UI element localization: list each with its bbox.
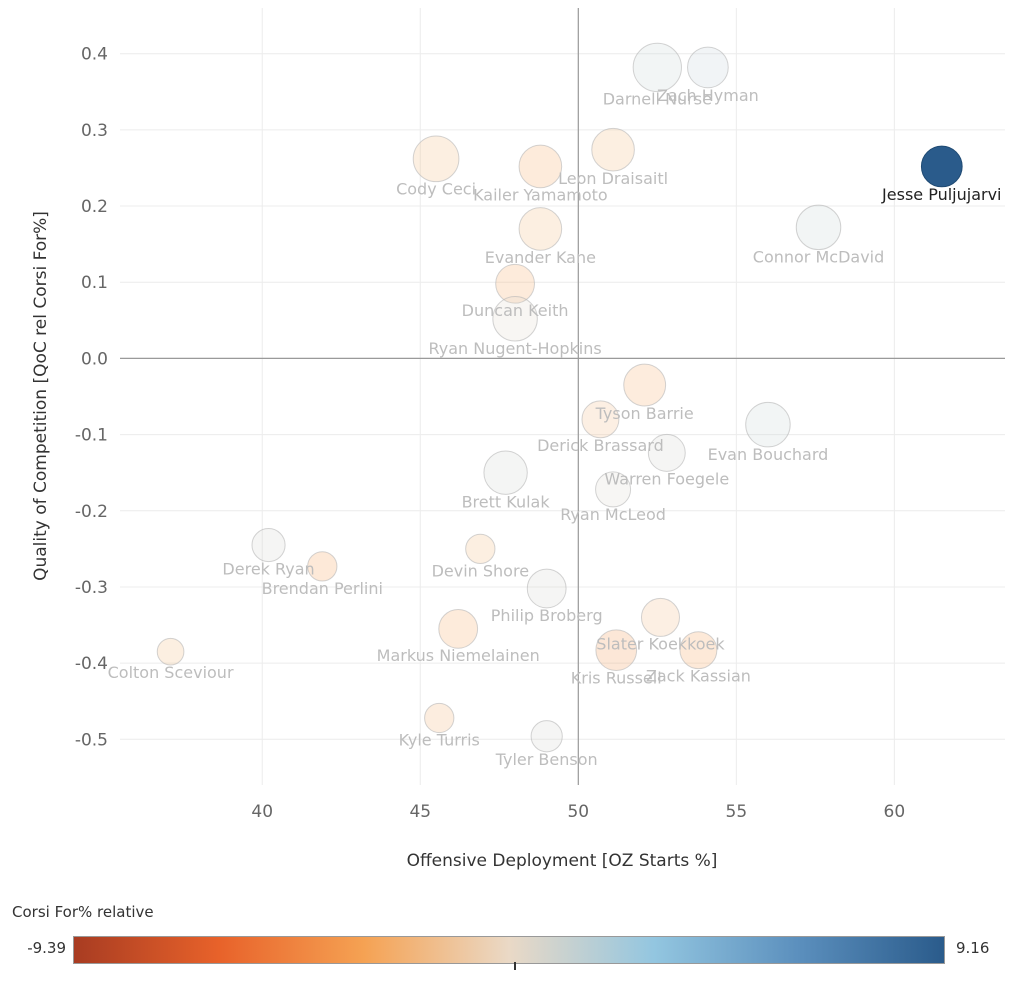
point-label: Brendan Perlini bbox=[262, 579, 383, 598]
data-point[interactable] bbox=[623, 363, 667, 407]
data-point[interactable] bbox=[595, 471, 632, 508]
point-label: Ryan McLeod bbox=[560, 505, 666, 524]
y-axis-title: Quality of Competition [QoC rel Corsi Fo… bbox=[31, 211, 51, 581]
point-label: Evander Kane bbox=[485, 248, 596, 267]
data-point[interactable] bbox=[795, 204, 842, 251]
point-label: Warren Foegele bbox=[604, 469, 729, 488]
data-point[interactable] bbox=[492, 296, 538, 342]
y-tick-label: -0.4 bbox=[75, 654, 108, 674]
point-label: Darnell Nurse bbox=[603, 90, 712, 109]
reference-lines bbox=[120, 8, 1005, 785]
data-point[interactable] bbox=[465, 533, 496, 565]
data-point[interactable] bbox=[518, 207, 563, 251]
point-label: Leon Draisaitl bbox=[558, 169, 668, 188]
data-point[interactable] bbox=[424, 702, 455, 734]
point-label: Connor McDavid bbox=[753, 248, 885, 267]
point-label: Derek Ryan bbox=[222, 560, 314, 579]
data-point[interactable] bbox=[920, 145, 963, 188]
x-axis-title: Offensive Deployment [OZ Starts %] bbox=[407, 851, 718, 871]
point-label: Cody Ceci bbox=[396, 180, 476, 199]
y-tick-label: -0.3 bbox=[75, 578, 108, 598]
data-point[interactable] bbox=[647, 433, 686, 472]
data-points bbox=[156, 42, 963, 753]
grid-lines bbox=[120, 8, 1005, 785]
point-label: Tyler Benson bbox=[495, 750, 598, 769]
legend-min-label: -9.39 bbox=[27, 939, 66, 957]
y-tick-label: 0.1 bbox=[81, 273, 108, 293]
data-point[interactable] bbox=[156, 637, 185, 666]
data-point[interactable] bbox=[530, 720, 563, 753]
x-tick-label: 55 bbox=[726, 802, 748, 822]
data-point[interactable] bbox=[518, 144, 563, 189]
point-label: Colton Sceviour bbox=[108, 663, 234, 682]
y-axis-ticks: 0.4 0.3 0.2 0.1 0.0 -0.1 -0.2 -0.3 -0.4 -0.5 bbox=[75, 45, 108, 751]
y-tick-label: -0.1 bbox=[75, 426, 108, 446]
y-tick-label: 0.4 bbox=[81, 45, 108, 65]
data-point[interactable] bbox=[687, 46, 729, 89]
point-label: Devin Shore bbox=[432, 562, 529, 581]
x-tick-label: 40 bbox=[251, 802, 273, 822]
point-label: Evan Bouchard bbox=[708, 445, 829, 464]
legend-zero-marker bbox=[514, 962, 516, 970]
data-point[interactable] bbox=[483, 450, 528, 495]
y-tick-label: -0.2 bbox=[75, 502, 108, 522]
point-label: Zack Kassian bbox=[646, 667, 751, 686]
y-tick-label: 0.3 bbox=[81, 121, 108, 141]
data-point[interactable] bbox=[679, 631, 718, 670]
point-label: Jesse Puljujarvi bbox=[881, 185, 1001, 204]
data-point[interactable] bbox=[526, 568, 567, 609]
y-tick-label: 0.0 bbox=[81, 349, 108, 369]
data-point[interactable] bbox=[591, 127, 635, 172]
data-point[interactable] bbox=[581, 400, 620, 439]
point-label: Brett Kulak bbox=[462, 492, 551, 511]
data-point[interactable] bbox=[412, 135, 460, 183]
data-point[interactable] bbox=[251, 527, 286, 563]
point-label: Slater Koekkoek bbox=[596, 634, 725, 653]
x-axis-ticks: 40 45 50 55 60 bbox=[251, 802, 905, 822]
data-point[interactable] bbox=[495, 263, 535, 304]
point-label: Kyle Turris bbox=[399, 731, 480, 750]
data-point[interactable] bbox=[745, 401, 791, 448]
x-tick-label: 60 bbox=[884, 802, 906, 822]
point-label: Duncan Keith bbox=[462, 301, 569, 320]
data-point[interactable] bbox=[640, 597, 681, 637]
point-label: Zach Hyman bbox=[657, 86, 759, 105]
x-tick-label: 45 bbox=[409, 802, 431, 822]
point-label: Philip Broberg bbox=[491, 606, 603, 625]
point-label: Ryan Nugent-Hopkins bbox=[428, 339, 601, 358]
legend-title: Corsi For% relative bbox=[12, 903, 154, 921]
point-label: Kris Russell bbox=[571, 669, 662, 688]
point-label: Derick Brassard bbox=[537, 436, 664, 455]
point-label: Tyson Barrie bbox=[595, 404, 694, 423]
y-tick-label: -0.5 bbox=[75, 730, 108, 750]
data-point[interactable] bbox=[595, 629, 638, 672]
y-tick-label: 0.2 bbox=[81, 197, 108, 217]
data-point[interactable] bbox=[307, 551, 338, 582]
color-legend-bar bbox=[73, 936, 945, 964]
x-tick-label: 50 bbox=[567, 802, 589, 822]
point-label: Kailer Yamamoto bbox=[473, 186, 608, 205]
data-point[interactable] bbox=[632, 42, 682, 93]
data-point[interactable] bbox=[438, 608, 479, 649]
point-label: Markus Niemelainen bbox=[377, 646, 540, 665]
legend-max-label: 9.16 bbox=[956, 939, 990, 957]
